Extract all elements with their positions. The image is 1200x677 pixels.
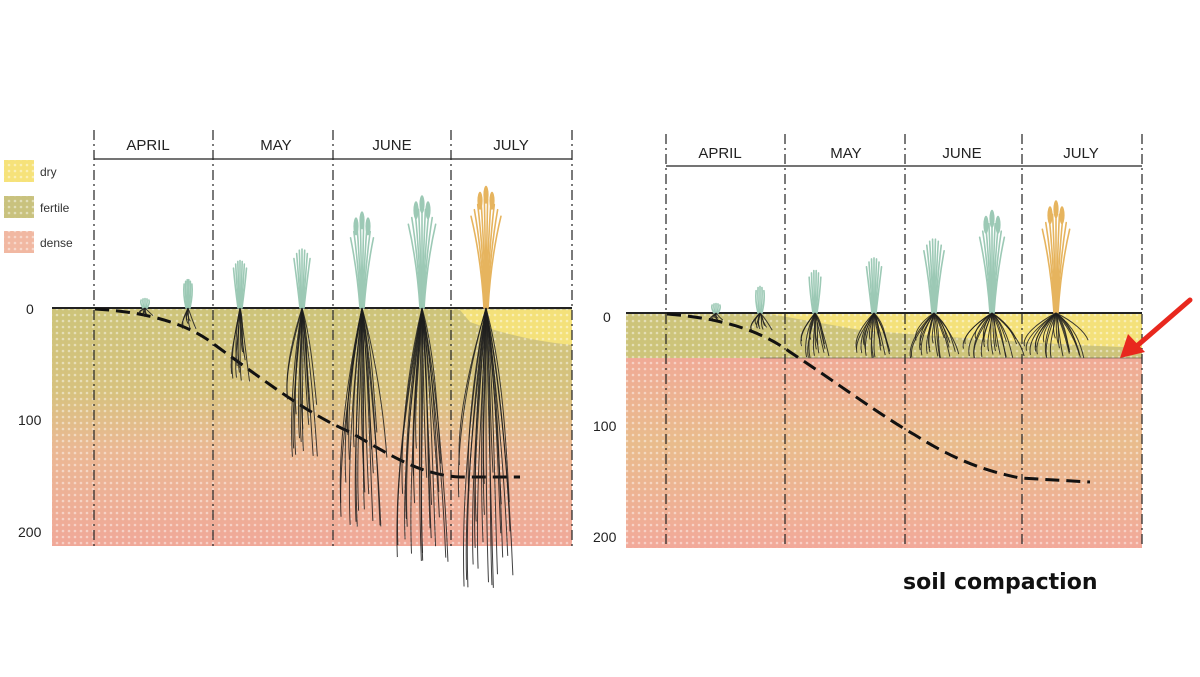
shoot (140, 297, 150, 309)
roots (286, 307, 318, 457)
month-label-may: MAY (830, 145, 861, 162)
plant-stage-2 (750, 285, 773, 331)
shoot (711, 302, 721, 314)
legend-label-dense: dense (40, 236, 73, 250)
plant-stage-4 (855, 257, 891, 359)
month-label-july: JULY (493, 137, 529, 154)
roots (230, 307, 251, 382)
depth-tick-0: 0 (26, 301, 34, 317)
month-label-may: MAY (260, 137, 291, 154)
plant-stage-4 (286, 248, 318, 457)
month-dividers (93, 130, 573, 548)
month-label-april: APRIL (126, 137, 169, 154)
plant-stage-1 (138, 297, 154, 318)
legend-label-fertile: fertile (40, 201, 70, 215)
shoot (470, 185, 502, 309)
roots (457, 307, 514, 588)
plant-stage-2 (181, 278, 197, 330)
plant-stage-3 (800, 269, 830, 359)
legend-label-dry: dry (40, 165, 57, 179)
shoot (1041, 200, 1071, 314)
roots (396, 307, 449, 562)
shoot (808, 269, 822, 314)
plants (709, 200, 1089, 359)
month-label-june: JUNE (372, 137, 411, 154)
roots (855, 312, 891, 359)
shoot (232, 259, 248, 309)
depth-tick-100: 100 (593, 418, 617, 434)
plant-stage-5 (909, 238, 960, 359)
shoot (978, 209, 1006, 314)
shoot (349, 211, 375, 309)
shoot (755, 285, 765, 314)
shoot (865, 257, 883, 314)
plant-stage-6 (962, 209, 1025, 359)
root-depth-curve (666, 312, 1091, 484)
roots (909, 312, 960, 359)
plants (138, 185, 514, 588)
plant-stage-5 (339, 211, 388, 527)
depth-tick-200: 200 (593, 529, 617, 545)
legend: dry fertile dense (4, 160, 73, 253)
roots (181, 307, 197, 330)
depth-tick-0: 0 (603, 309, 611, 325)
shoot (293, 248, 311, 309)
plant-stage-1 (709, 302, 724, 321)
caption-soil-compaction: soil compaction (903, 570, 1098, 595)
plant-stage-3 (230, 259, 251, 382)
compaction-arrow-icon (1120, 297, 1193, 358)
roots (339, 307, 388, 527)
roots (962, 312, 1025, 359)
root-depth-curve (94, 307, 520, 479)
depth-tick-100: 100 (18, 412, 42, 428)
shoot (923, 238, 945, 314)
plant-stage-6 (396, 195, 449, 562)
legend-item-dry: dry (4, 160, 57, 182)
roots (800, 312, 830, 359)
roots (1023, 312, 1089, 359)
month-label-april: APRIL (698, 145, 741, 162)
shoot (183, 278, 193, 309)
legend-item-dense: dense (4, 231, 73, 253)
month-label-june: JUNE (942, 145, 981, 162)
roots (709, 312, 724, 321)
plant-stage-7 (1023, 200, 1089, 359)
plant-stage-7 (457, 185, 514, 588)
roots (138, 307, 154, 318)
legend-item-fertile: fertile (4, 196, 70, 218)
depth-tick-200: 200 (18, 524, 42, 540)
panel-left: APRIL MAY JUNE JULY 0 100 200 (18, 130, 573, 588)
month-label-july: JULY (1063, 145, 1099, 162)
roots (750, 312, 773, 331)
shoot (407, 195, 437, 309)
panel-right: APRIL MAY JUNE JULY 0 100 200 soil (593, 134, 1193, 595)
